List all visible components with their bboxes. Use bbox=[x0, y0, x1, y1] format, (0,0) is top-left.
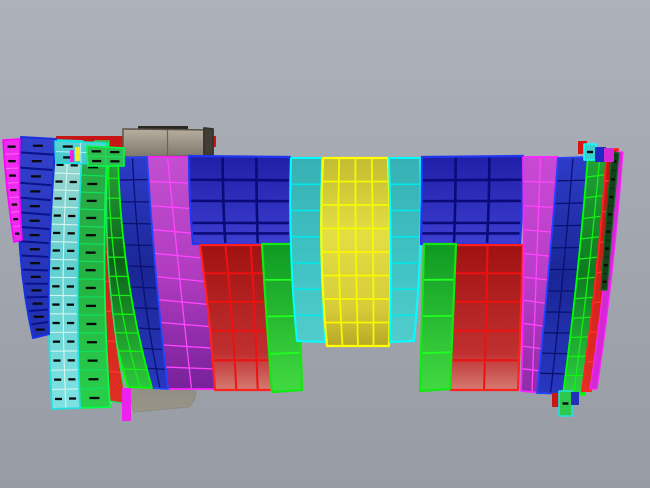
red-tab-bottomright[interactable] bbox=[552, 393, 560, 407]
red-panel-block-right[interactable] bbox=[448, 243, 525, 392]
green-tongue-bottomright[interactable] bbox=[558, 390, 573, 417]
yellow-column-center[interactable] bbox=[320, 156, 392, 348]
cyan-column-right[interactable] bbox=[388, 157, 422, 343]
cyan-column-left[interactable] bbox=[289, 157, 326, 343]
green-label-strip-left[interactable] bbox=[75, 141, 111, 409]
cyan-tab-topright[interactable] bbox=[583, 143, 597, 161]
green-grid-column-left[interactable] bbox=[97, 157, 153, 389]
tan-box-side-face bbox=[203, 127, 214, 157]
blue-tab-topright[interactable] bbox=[595, 147, 606, 162]
blue-label-strip-left[interactable] bbox=[17, 136, 57, 339]
magenta-edge-strip-left[interactable] bbox=[2, 138, 23, 243]
label-edge-strip-right[interactable] bbox=[600, 151, 620, 291]
green-column-inner-right[interactable] bbox=[418, 242, 458, 393]
magenta-sliver-topleft[interactable] bbox=[70, 150, 74, 162]
green-chip-strip-topleft[interactable] bbox=[86, 145, 125, 167]
tan-box[interactable] bbox=[122, 128, 213, 158]
magenta-sliver-bottomleft[interactable] bbox=[122, 388, 131, 421]
blue-panel-block-left[interactable] bbox=[187, 154, 292, 246]
blue-tab-bottomright[interactable] bbox=[571, 392, 579, 405]
blue-panel-block-right[interactable] bbox=[419, 154, 525, 246]
yellow-sliver-topleft[interactable] bbox=[75, 147, 80, 161]
magenta-tab-topright[interactable] bbox=[604, 148, 614, 162]
